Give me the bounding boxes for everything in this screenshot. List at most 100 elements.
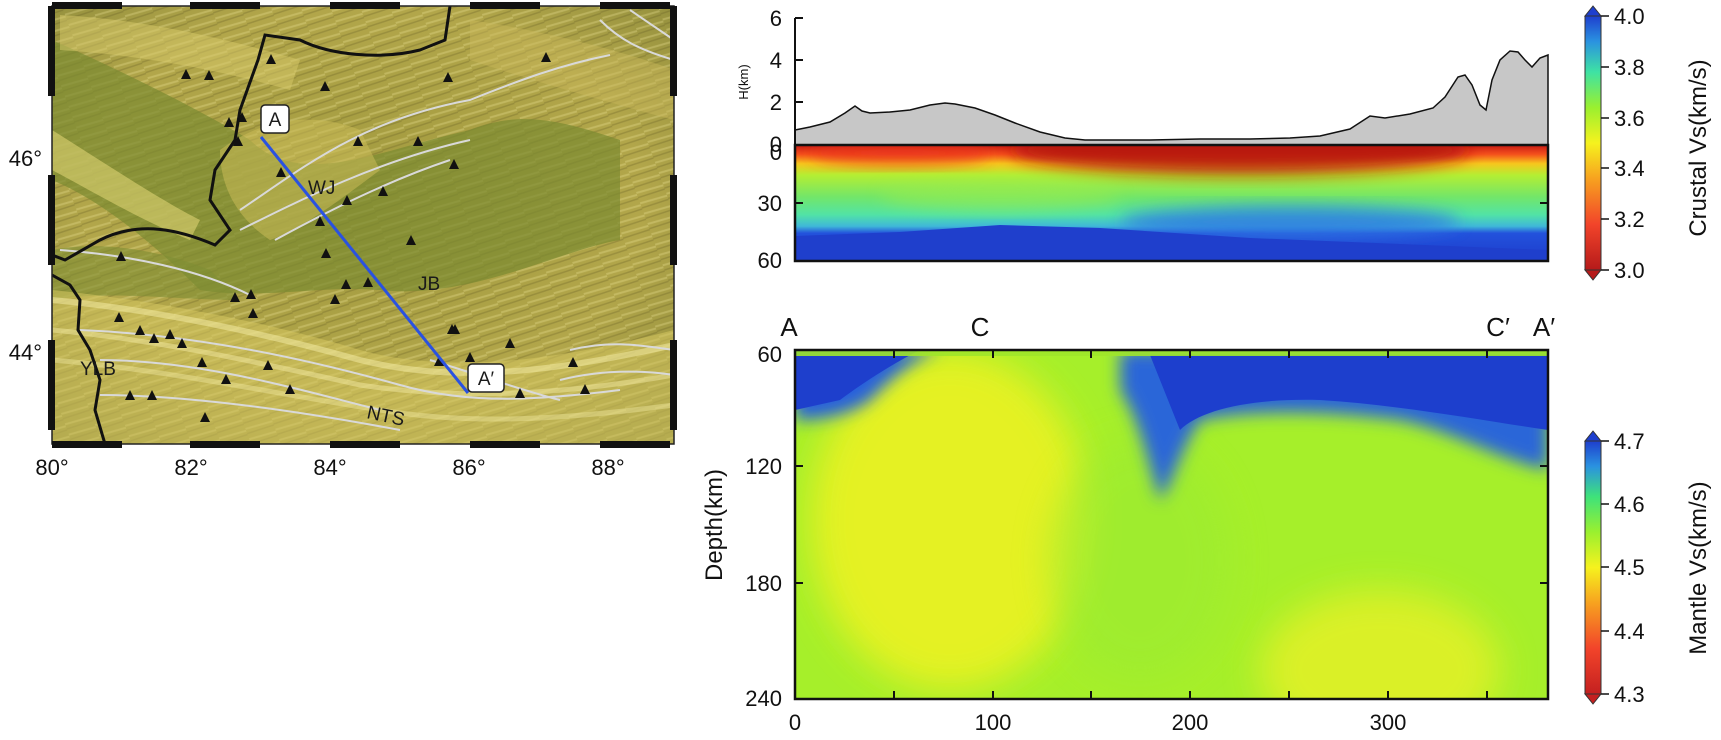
station-triangle [363,277,373,287]
mantle-frame [793,348,1550,701]
crust-colorbar-tick: 3.6 [1614,106,1645,131]
region-label-jb: JB [418,274,440,295]
crust-ytick: 0 [770,140,782,165]
station-triangle [434,356,444,366]
station-triangle [321,248,331,258]
crust-colorbar-title: Crustal Vs(km/s) [1685,59,1712,236]
crust-colorbar-tick: 3.2 [1614,207,1645,232]
lat-tick-label: 44° [9,340,42,365]
station-triangle [413,136,423,146]
topo-ylabel: H(km) [736,64,751,99]
topo-ytick: 6 [770,6,782,31]
station-triangle [149,333,159,343]
station-triangle [224,117,234,127]
region-label-ylb: YLB [80,359,116,380]
profile-marker-c: C [971,312,990,342]
station-triangle [263,360,273,370]
political-border [52,6,452,262]
mantle-colorbar-title: Mantle Vs(km/s) [1685,481,1712,654]
ili-valley-lowland [52,246,240,300]
station-triangle [443,72,453,82]
station-triangle [406,235,416,245]
mantle-ytick: 240 [745,686,782,711]
station-triangle [177,338,187,348]
station-triangle [237,112,247,122]
station-triangle [197,357,207,367]
crustal-colorbar: 4.0 3.8 3.6 3.4 3.2 3.0 Crustal Vs(km/s) [1583,4,1712,283]
tianshan-mountain-belt [52,290,674,444]
station-triangle [233,136,243,146]
crust-ytick: 30 [758,191,782,216]
west-junggar-range [220,119,380,240]
station-triangle [200,412,210,422]
station-triangle [320,81,330,91]
profile-line [259,136,470,394]
station-triangle [125,390,135,400]
station-triangle [505,338,515,348]
profile-marker-a: A [780,312,798,342]
station-triangle [165,329,175,339]
station-triangle [266,54,276,64]
station-triangle [204,70,214,80]
lon-tick-label: 82° [174,455,207,480]
mantle-ytick: 180 [745,571,782,596]
profile-start-box [260,104,290,134]
station-triangle [248,308,258,318]
station-triangle [147,390,157,400]
station-triangle [580,384,590,394]
profile-end-label: A′ [478,369,495,390]
mantle-xtick: 300 [1370,710,1407,735]
topo-ytick: 2 [770,90,782,115]
mantle-xtick: 100 [975,710,1012,735]
lon-tick-label: 84° [313,455,346,480]
station-triangle [541,52,551,62]
station-triangle [568,357,578,367]
crustal-velocity-section: 0 30 60 [758,140,1550,273]
crust-colorbar-tick: 4.0 [1614,4,1645,29]
region-label-wj: WJ [308,178,335,199]
topo-ytick: 0 [770,132,782,157]
mantle-colorbar-tick: 4.6 [1614,492,1645,517]
mantle-velocity-section: 60 120 180 240 Depth(km) 0 100 200 300 A… [701,312,1555,735]
crust-colorbar-tick: 3.0 [1614,258,1645,283]
mantle-ytick: 60 [758,342,782,367]
station-triangle [342,195,352,205]
mantle-xtick: 0 [789,710,801,735]
profile-marker-c-prime: C′ [1486,312,1510,342]
mantle-xtick: 200 [1172,710,1209,735]
lon-tick-label: 80° [35,455,68,480]
profile-start-label: A [269,110,282,131]
station-triangle [116,251,126,261]
mantle-colorbar-tick: 4.7 [1614,429,1645,454]
mantle-axis-ticks [795,350,1548,699]
station-triangle [315,216,325,226]
station-triangle [447,324,457,334]
station-triangle [449,159,459,169]
station-triangle [221,374,231,384]
station-triangle [515,388,525,398]
seismic-stations [114,52,590,422]
crust-ytick: 60 [758,248,782,273]
station-triangle [330,294,340,304]
relief-map: WJ JB YLB NTS A A′ 80° 82° 84° 86° 88° 4… [9,2,677,480]
crust-colorbar-tick: 3.8 [1614,55,1645,80]
station-triangle [465,352,475,362]
political-border-west [52,273,107,444]
map-frame-ticks [48,2,677,448]
station-triangle [135,325,145,335]
mantle-colorbar-tick: 4.5 [1614,555,1645,580]
topo-ytick: 4 [770,48,782,73]
profile-end-box [467,363,505,393]
station-triangle [181,69,191,79]
station-triangle [246,289,256,299]
lat-tick-label: 46° [9,146,42,171]
station-triangle [353,136,363,146]
mantle-colorbar-tick: 4.4 [1614,619,1645,644]
lon-tick-label: 88° [591,455,624,480]
topography-fill [794,50,1549,146]
mantle-colorbar-tick: 4.3 [1614,682,1645,707]
station-triangle [341,279,351,289]
station-triangle [230,292,240,302]
mantle-ylabel: Depth(km) [701,469,728,581]
